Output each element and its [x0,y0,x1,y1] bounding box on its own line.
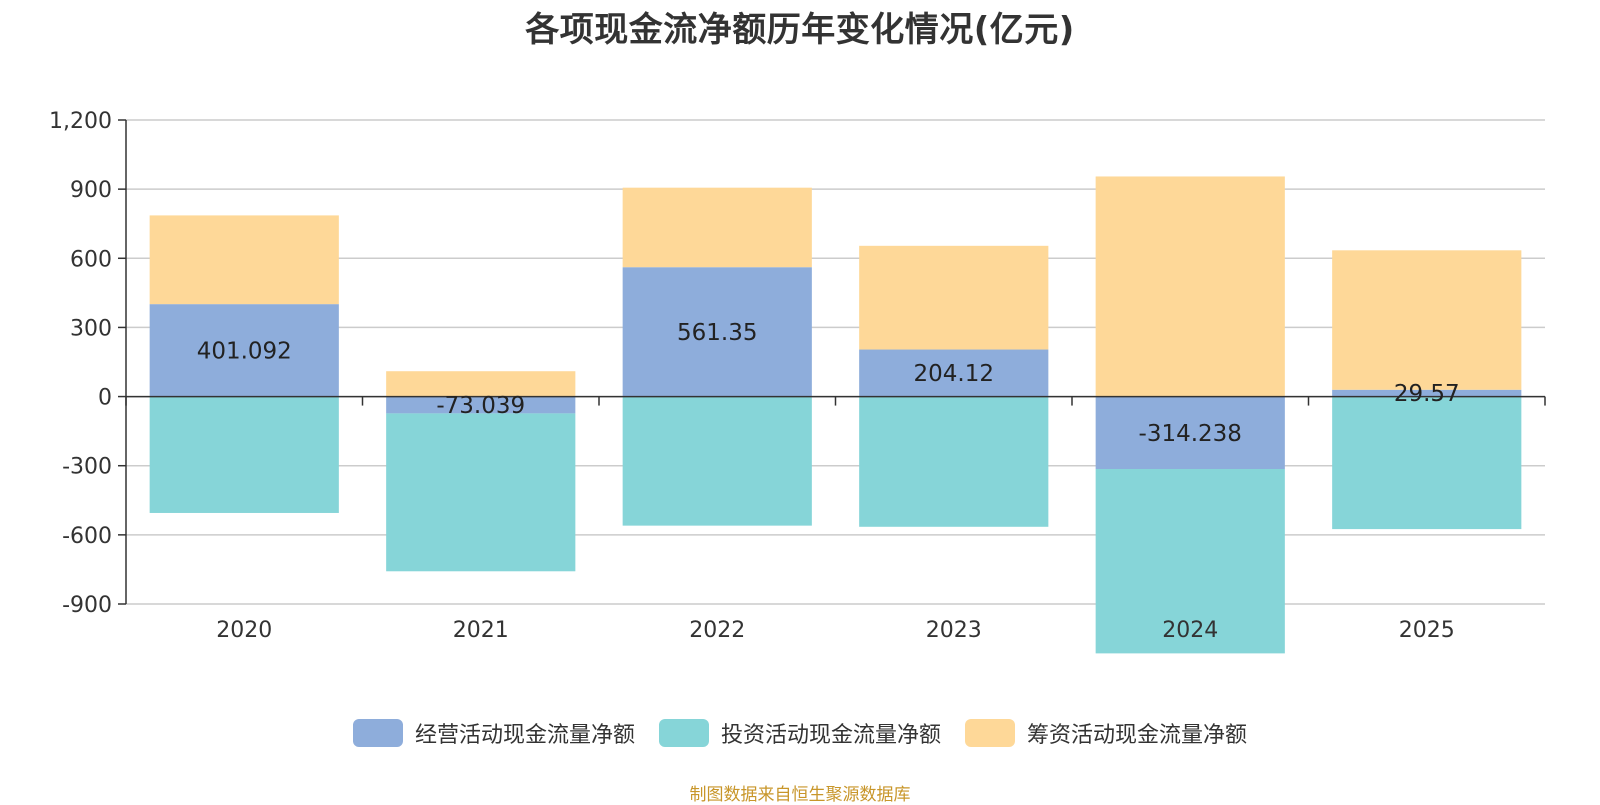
legend-swatch-financing [965,719,1015,747]
legend-item-operating[interactable]: 经营活动现金流量净额 [352,717,635,749]
y-tick-label: 300 [70,316,112,341]
legend-label-financing: 筹资活动现金流量净额 [1027,723,1248,748]
legend-label-operating: 经营活动现金流量净额 [414,723,635,748]
bar-financing [1332,250,1522,390]
x-tick-label: 2024 [1162,618,1218,643]
bar-investing [1332,396,1522,530]
legend-swatch-operating [352,719,403,747]
data-label: 401.092 [197,338,292,364]
bar-financing [1095,176,1285,397]
bar-operating [149,304,339,397]
y-tick-label: 600 [70,247,112,272]
data-label: 204.12 [914,361,994,387]
bar-investing [1095,468,1285,654]
bar-financing [386,371,576,397]
data-source-note: 制图数据来自恒生聚源数据库 [689,785,911,805]
bar-financing [149,215,339,305]
bar-investing [859,396,1049,527]
y-tick-label: -300 [62,455,112,480]
y-tick-label: 1,200 [49,109,112,134]
bar-operating [386,396,576,414]
x-tick-label: 2020 [216,618,272,643]
data-label: 561.35 [677,320,757,346]
legend-label-investing: 投资活动现金流量净额 [720,723,941,748]
x-tick-label: 2025 [1399,618,1455,643]
y-tick-label: -600 [62,524,112,549]
bar-operating [859,349,1049,397]
chart-title: 各项现金流净额历年变化情况(亿元) [525,10,1075,50]
data-label: 29.57 [1394,381,1460,407]
bar-investing [622,396,812,526]
bar-financing [859,245,1049,350]
bar-operating [622,267,812,397]
bar-operating [1332,389,1522,397]
y-tick-label: -900 [62,593,112,618]
legend-item-financing[interactable]: 筹资活动现金流量净额 [965,717,1247,749]
bar-financing [622,187,812,268]
x-tick-label: 2023 [926,618,982,643]
bar-investing [386,413,576,572]
legend-item-investing[interactable]: 投资活动现金流量净额 [658,717,941,749]
y-tick-label: 900 [70,178,112,203]
bar-investing [149,396,339,513]
data-label: -314.238 [1139,421,1242,447]
x-tick-label: 2021 [453,618,509,643]
legend-swatch-investing [658,719,709,747]
x-tick-label: 2022 [689,618,745,643]
bar-operating [1095,396,1285,469]
data-label: -73.039 [436,393,525,419]
chart-legend: 经营活动现金流量净额 投资活动现金流量净额 筹资活动现金流量净额 [0,717,1600,749]
y-tick-label: 0 [98,386,112,411]
